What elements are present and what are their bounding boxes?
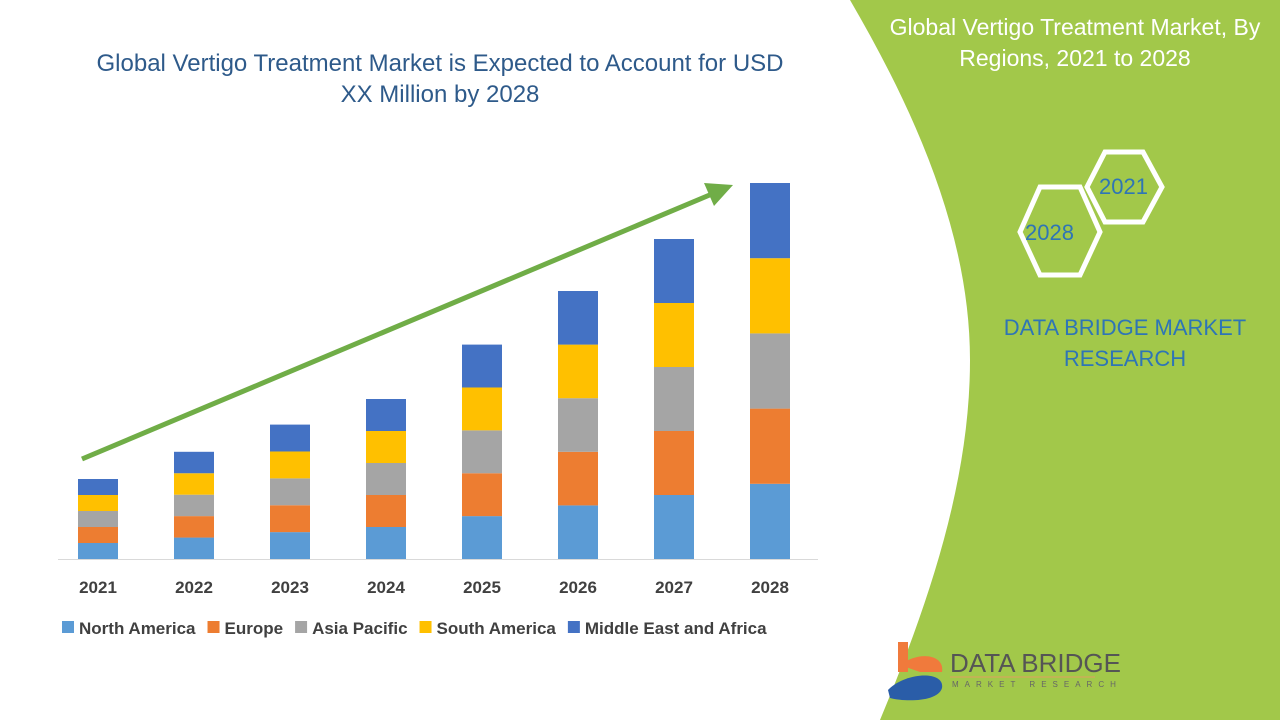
bar-2026-north-america xyxy=(558,505,598,559)
bar-2021-asia-pacific xyxy=(78,511,118,527)
x-tick-label: 2025 xyxy=(463,578,501,597)
bar-2024-europe xyxy=(366,495,406,527)
x-tick-label: 2021 xyxy=(79,578,117,597)
trend-arrow-head xyxy=(704,183,733,206)
legend-label: Europe xyxy=(225,619,284,638)
bar-2022-middle-east-and-africa xyxy=(174,451,214,474)
legend-swatch xyxy=(567,621,580,633)
bar-2026-asia-pacific xyxy=(558,398,598,452)
bar-2023-south-america xyxy=(270,451,310,479)
logo-icon xyxy=(888,642,943,701)
side-title: Global Vertigo Treatment Market, By Regi… xyxy=(889,14,1261,71)
hex-label-2028: 2028 xyxy=(1025,220,1074,245)
x-tick-label: 2027 xyxy=(655,578,693,597)
bar-2027-asia-pacific xyxy=(654,367,694,431)
bar-2023-asia-pacific xyxy=(270,478,310,506)
bar-2023-europe xyxy=(270,505,310,533)
x-tick-label: 2026 xyxy=(559,578,597,597)
bar-2027-north-america xyxy=(654,495,694,559)
legend-label: South America xyxy=(437,619,557,638)
bar-2021-middle-east-and-africa xyxy=(78,479,118,495)
bar-2027-south-america xyxy=(654,303,694,367)
legend-label: Asia Pacific xyxy=(312,619,407,638)
chart-title: Global Vertigo Treatment Market is Expec… xyxy=(96,50,784,108)
x-tick-label: 2024 xyxy=(367,578,405,597)
bar-2021-south-america xyxy=(78,495,118,511)
bar-2028-south-america xyxy=(750,258,790,334)
bar-2023-north-america xyxy=(270,532,310,559)
bar-2023-middle-east-and-africa xyxy=(270,424,310,452)
green-side-panel xyxy=(850,0,1280,720)
bar-2027-europe xyxy=(654,431,694,495)
bar-2028-asia-pacific xyxy=(750,333,790,409)
bar-2022-asia-pacific xyxy=(174,494,214,517)
x-tick-label: 2023 xyxy=(271,578,309,597)
bar-2028-middle-east-and-africa xyxy=(750,183,790,259)
bar-2024-north-america xyxy=(366,527,406,559)
bar-2026-middle-east-and-africa xyxy=(558,291,598,345)
bar-2025-north-america xyxy=(462,516,502,559)
logo-subtitle: MARKET RESEARCH xyxy=(952,680,1122,689)
bar-2028-north-america xyxy=(750,483,790,559)
hexagon-2028 xyxy=(1017,184,1103,278)
trend-arrow-line xyxy=(81,191,713,462)
bar-2022-europe xyxy=(174,516,214,538)
bar-2021-europe xyxy=(78,527,118,543)
x-tick-label: 2028 xyxy=(751,578,789,597)
bar-2025-middle-east-and-africa xyxy=(462,344,502,388)
bar-2024-middle-east-and-africa xyxy=(366,399,406,431)
hexagon-2021 xyxy=(1084,149,1165,225)
legend-swatch xyxy=(419,621,432,633)
bar-2024-south-america xyxy=(366,431,406,463)
brand-text: DATA BRIDGE MARKET RESEARCH xyxy=(1003,315,1247,371)
bar-2021-north-america xyxy=(78,543,118,559)
legend-swatch xyxy=(207,621,220,633)
logo-name: DATA BRIDGE xyxy=(950,648,1121,678)
legend-label: Middle East and Africa xyxy=(585,619,767,638)
bar-2028-europe xyxy=(750,408,790,484)
x-tick-label: 2022 xyxy=(175,578,213,597)
bar-2024-asia-pacific xyxy=(366,463,406,495)
bar-2025-south-america xyxy=(462,387,502,431)
legend-swatch xyxy=(295,621,308,633)
bar-2025-asia-pacific xyxy=(462,430,502,474)
bar-2026-europe xyxy=(558,451,598,506)
bar-2025-europe xyxy=(462,473,502,517)
bar-2026-south-america xyxy=(558,344,598,399)
bar-2027-middle-east-and-africa xyxy=(654,239,694,303)
bar-2022-south-america xyxy=(174,473,214,495)
legend-swatch xyxy=(62,621,74,633)
legend-label: North America xyxy=(79,619,196,638)
bar-2022-north-america xyxy=(174,537,214,559)
hex-label-2021: 2021 xyxy=(1099,174,1148,199)
stacked-bar-chart: 2021 2022 2023 2024 2025 2026 2027 2028 North Am… xyxy=(58,183,818,638)
